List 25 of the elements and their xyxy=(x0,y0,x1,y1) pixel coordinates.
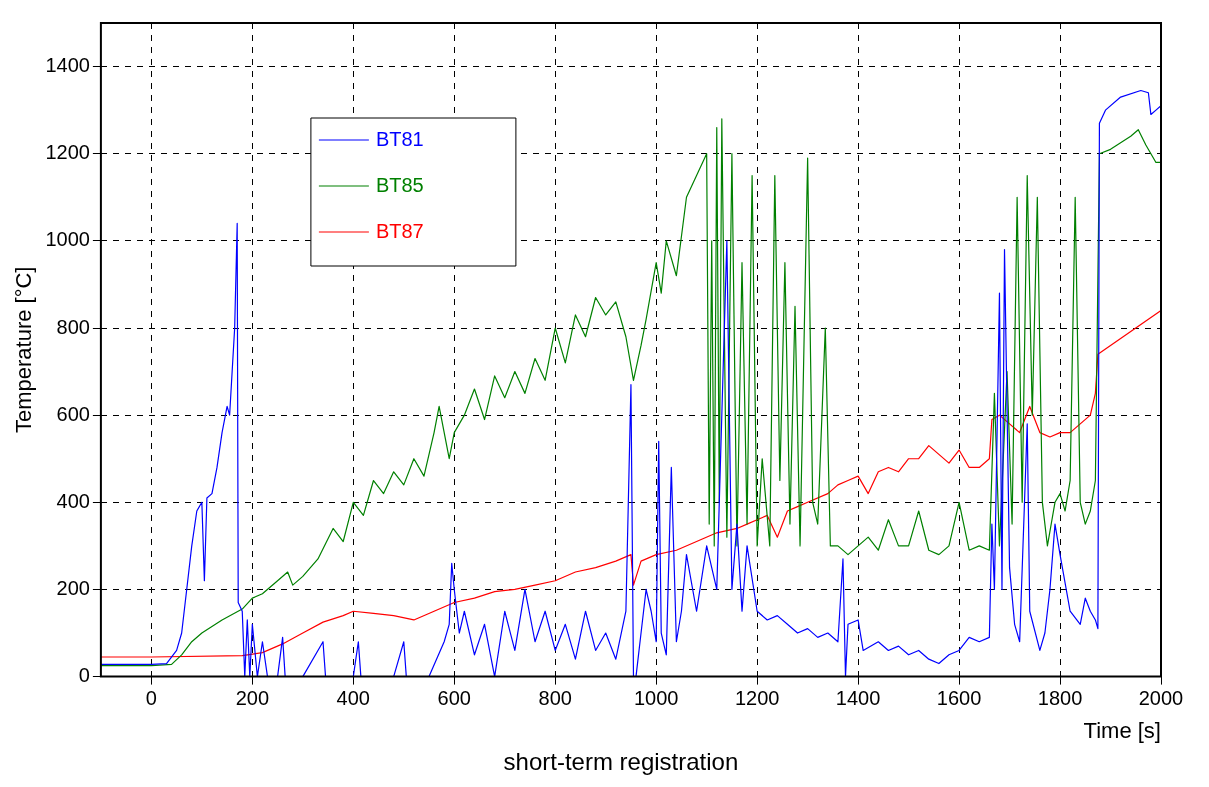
x-axis-title: Time [s] xyxy=(1083,717,1161,743)
y-axis-title: Temperature [°C] xyxy=(11,266,37,434)
x-tick-label: 800 xyxy=(538,687,572,710)
legend-label: BT85 xyxy=(375,173,424,196)
text: short-term registration xyxy=(503,747,739,775)
y-tick-label: 1000 xyxy=(45,228,90,251)
x-tick-label: 1600 xyxy=(936,687,982,710)
x-tick-label: 0 xyxy=(145,687,157,710)
x-tick-label: 400 xyxy=(336,687,370,710)
legend-label: BT87 xyxy=(375,219,424,242)
x-tick-label: 1000 xyxy=(633,687,679,710)
y-tick-label: 400 xyxy=(56,489,90,512)
x-tick-label: 1800 xyxy=(1037,687,1083,710)
x-tick-label: 1200 xyxy=(734,687,780,710)
y-tick-label: 800 xyxy=(56,315,90,338)
y-tick-label: 200 xyxy=(56,576,90,599)
y-tick-label: 600 xyxy=(56,402,90,425)
y-tick-label: 1400 xyxy=(45,54,90,77)
y-tick-label: 0 xyxy=(78,664,90,687)
x-tick-label: 600 xyxy=(437,687,471,710)
y-tick-label: 1200 xyxy=(45,141,90,164)
legend-label: BT81 xyxy=(375,127,424,150)
x-tick-label: 1400 xyxy=(835,687,881,710)
x-tick-label: 200 xyxy=(235,687,270,710)
x-tick-label: 2000 xyxy=(1138,687,1184,710)
